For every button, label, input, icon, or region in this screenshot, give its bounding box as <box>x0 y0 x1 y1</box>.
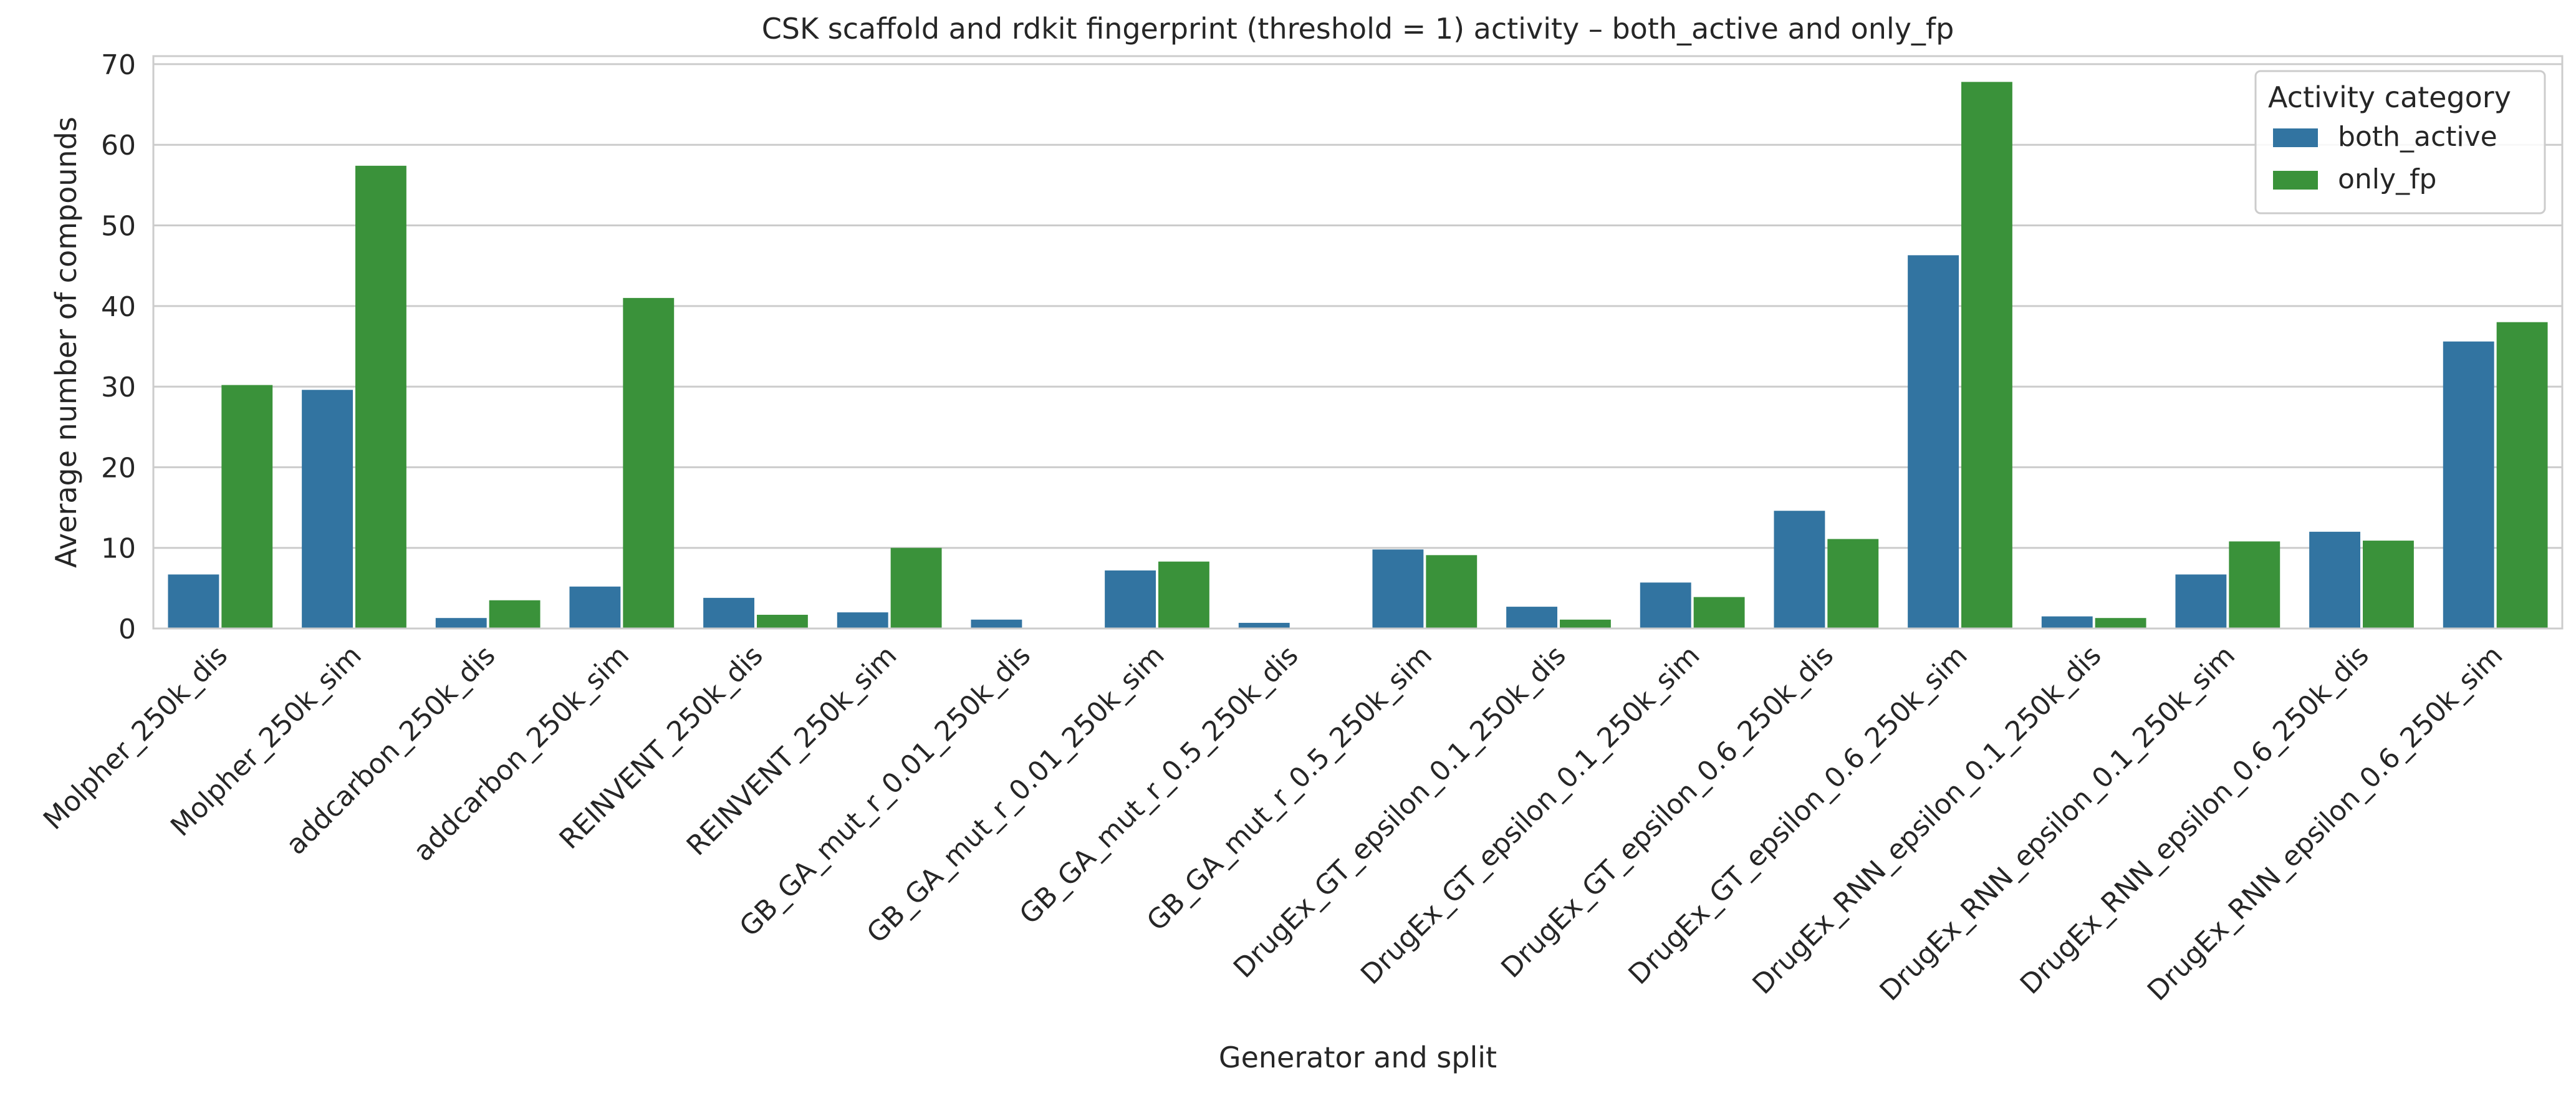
bar-both_active <box>703 597 754 628</box>
y-tick-label: 0 <box>118 614 136 645</box>
bar-both_active <box>1372 549 1424 628</box>
bar-only_fp <box>489 600 541 628</box>
x-tick-labels: Molpher_250k_disMolpher_250k_simaddcarbo… <box>37 640 2509 1007</box>
y-axis-label: Average number of compounds <box>49 117 83 568</box>
x-tick-label: addcarbon_250k_sim <box>407 640 635 868</box>
legend-swatch-both_active <box>2273 128 2318 147</box>
bar-only_fp <box>2496 322 2548 628</box>
legend: Activity category both_active only_fp <box>2254 70 2546 214</box>
bar-both_active <box>2175 574 2227 628</box>
legend-box <box>2254 70 2546 214</box>
x-tick-label: GB_GA_mut_r_0.5_250k_sim <box>1141 640 1438 937</box>
bar-only_fp <box>890 547 942 628</box>
bar-only_fp <box>1827 539 1879 628</box>
y-tick-label: 40 <box>101 291 136 323</box>
y-tick-label: 20 <box>101 452 136 484</box>
bar-both_active <box>2443 341 2494 628</box>
y-tick-label: 50 <box>101 211 136 243</box>
chart-title: CSK scaffold and rdkit fingerprint (thre… <box>762 12 1954 46</box>
gridlines <box>153 63 2562 630</box>
bar-only_fp <box>2095 618 2146 628</box>
legend-label-both_active: both_active <box>2338 121 2497 153</box>
bar-both_active <box>168 574 219 628</box>
bar-only_fp <box>2229 541 2280 628</box>
legend-title: Activity category <box>2268 80 2511 114</box>
bar-both_active <box>569 586 621 628</box>
bar-only_fp <box>1961 82 2012 629</box>
bar-both_active <box>435 618 487 628</box>
bar-both_active <box>1105 570 1156 628</box>
x-tick-label: GB_GA_mut_r_0.5_250k_dis <box>1014 640 1305 931</box>
x-axis-label: Generator and split <box>1219 1041 1497 1074</box>
bar-only_fp <box>623 297 675 628</box>
bar-both_active <box>971 619 1022 628</box>
bar-both_active <box>1238 622 1290 628</box>
bar-only_fp <box>1560 619 1611 628</box>
bar-only_fp <box>2363 541 2414 628</box>
bar-both_active <box>2309 531 2360 628</box>
y-tick-label: 70 <box>101 49 136 81</box>
legend-items: both_active only_fp <box>2273 121 2497 195</box>
bar-both_active <box>1506 607 1557 628</box>
legend-label-only_fp: only_fp <box>2338 163 2437 195</box>
bar-only_fp <box>1158 561 1209 628</box>
bars <box>168 82 2548 629</box>
y-tick-labels: 0 10 20 30 40 50 60 70 <box>101 49 136 645</box>
x-tick-label: GB_GA_mut_r_0.01_250k_dis <box>734 640 1037 943</box>
plot-area-frame <box>152 55 2564 630</box>
bar-only_fp <box>221 385 273 628</box>
y-tick-label: 30 <box>101 372 136 403</box>
bar-only_fp <box>1693 597 1745 628</box>
x-tick-label: GB_GA_mut_r_0.01_250k_sim <box>861 640 1171 950</box>
legend-swatch-only_fp <box>2273 171 2318 190</box>
bar-both_active <box>2041 616 2093 628</box>
bar-both_active <box>302 390 353 628</box>
bar-both_active <box>1908 255 1959 628</box>
bar-only_fp <box>355 165 406 628</box>
y-tick-label: 10 <box>101 533 136 565</box>
bar-only_fp <box>757 615 808 628</box>
bar-both_active <box>837 612 888 628</box>
bar-both_active <box>1640 582 1691 628</box>
bar-both_active <box>1774 511 1825 628</box>
bar-only_fp <box>1426 555 1478 628</box>
y-tick-label: 60 <box>101 130 136 161</box>
